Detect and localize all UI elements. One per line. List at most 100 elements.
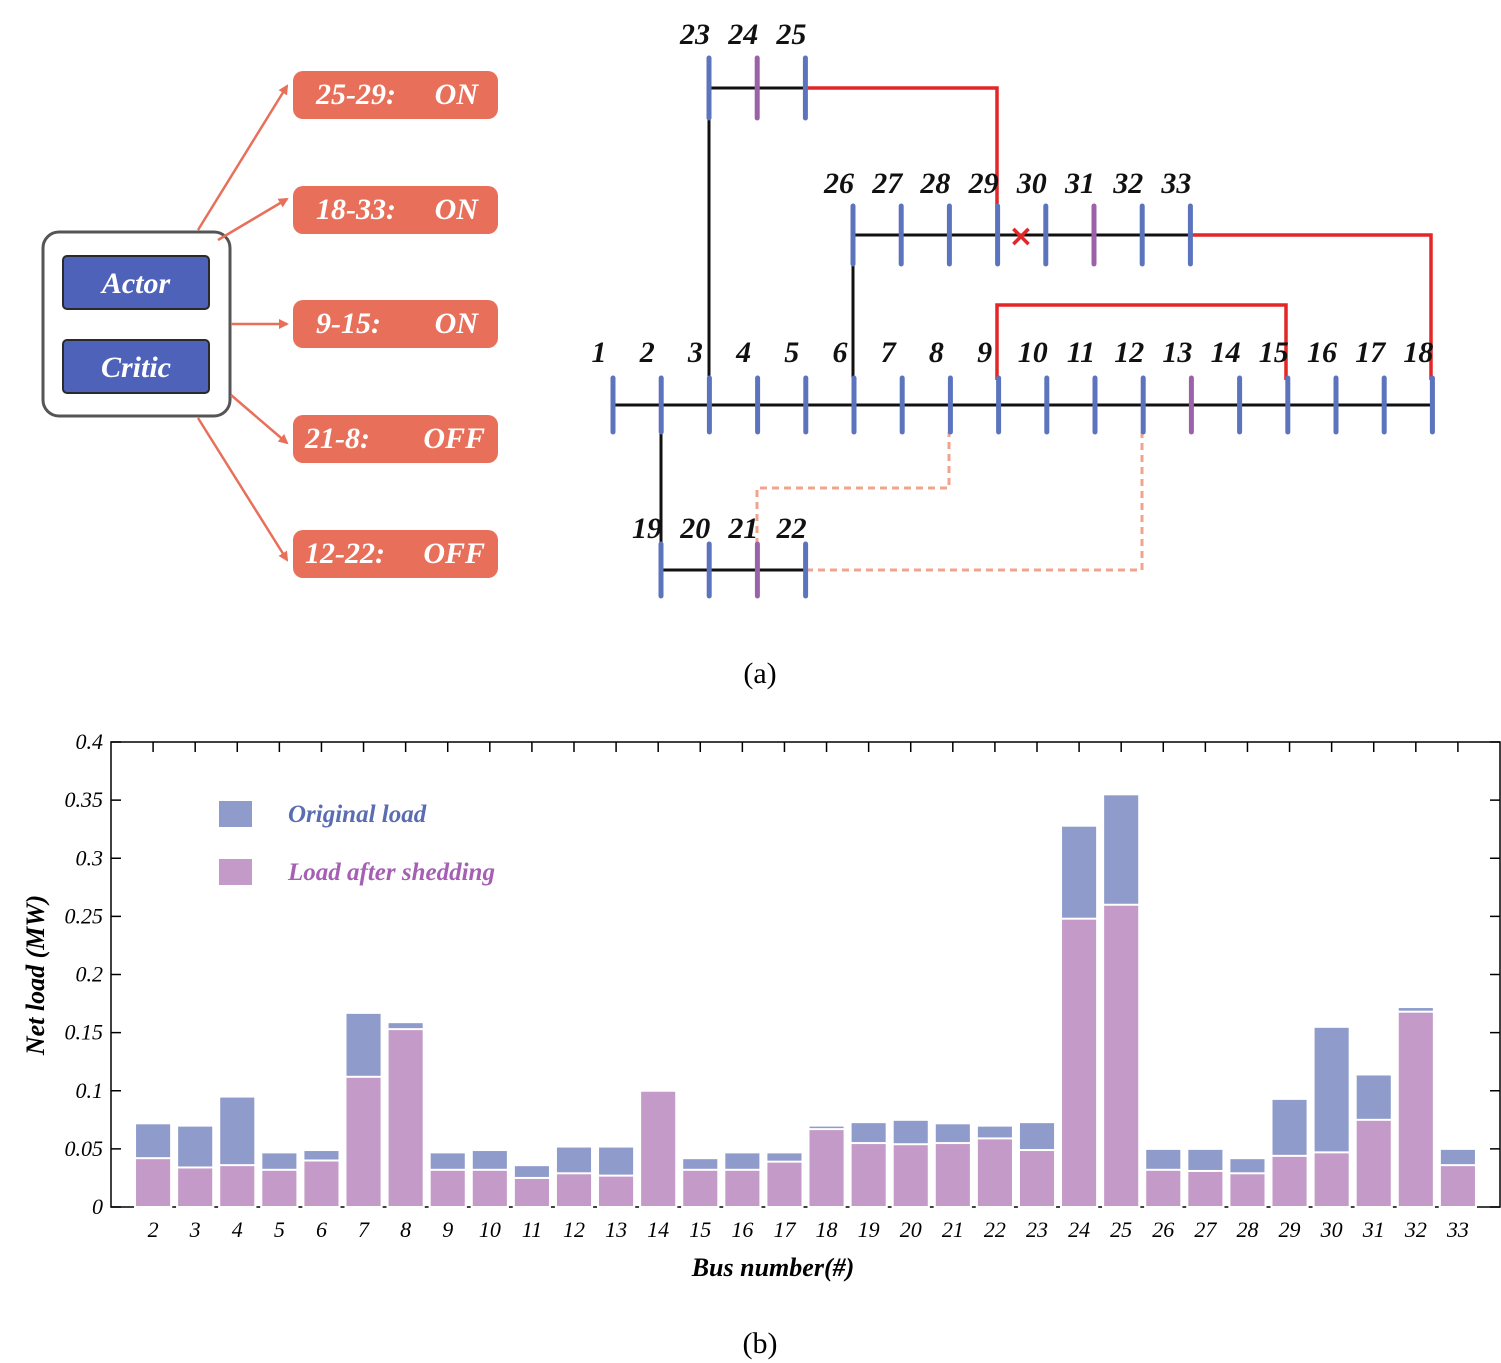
action-item[interactable]: 9-15: ON <box>293 300 498 348</box>
action-item[interactable]: 18-33: ON <box>293 186 498 234</box>
action-state: ON <box>435 78 480 111</box>
x-tick-label: 16 <box>731 1217 753 1242</box>
bus-label: 10 <box>1018 336 1048 369</box>
bar-load-after-shedding <box>849 1142 888 1208</box>
y-tick-label: 0.35 <box>65 787 104 812</box>
legend-label-shed: Load after shedding <box>287 859 495 886</box>
bus-label: 20 <box>679 512 710 545</box>
bus-label: 17 <box>1355 336 1386 369</box>
x-tick-label: 31 <box>1362 1217 1385 1242</box>
x-tick-label: 15 <box>689 1217 711 1242</box>
bus-label: 5 <box>784 336 799 369</box>
actor-label: Actor <box>100 267 171 300</box>
bus-label: 29 <box>968 167 999 200</box>
tie-21-8 <box>755 432 951 545</box>
bar-load-after-shedding <box>134 1157 173 1209</box>
bar-load-after-shedding <box>554 1172 594 1208</box>
panel-b-caption: (b) <box>743 1327 778 1360</box>
bar-load-after-shedding <box>597 1174 636 1209</box>
x-tick-label: 21 <box>942 1217 964 1242</box>
bar-load-after-shedding <box>807 1128 846 1209</box>
bus-label: 3 <box>687 336 703 369</box>
y-tick-label: 0.2 <box>76 962 104 987</box>
x-tick-label: 26 <box>1152 1217 1174 1242</box>
bus-label: 16 <box>1307 336 1337 369</box>
bar-load-after-shedding <box>512 1176 551 1208</box>
bar-load-after-shedding <box>1312 1151 1351 1209</box>
bus-label: 19 <box>632 512 662 545</box>
chart-legend: Original load Load after shedding <box>219 801 495 886</box>
x-tick-label: 29 <box>1279 1217 1301 1242</box>
action-state: ON <box>435 307 480 340</box>
x-tick-label: 17 <box>773 1217 796 1242</box>
legend-label-original: Original load <box>288 801 427 828</box>
legend-swatch-shed <box>219 859 252 885</box>
y-tick-label: 0 <box>92 1194 103 1219</box>
bus-label: 2 <box>639 336 655 369</box>
action-item[interactable]: 21-8: OFF <box>293 415 498 463</box>
tie-12-22 <box>806 432 1144 572</box>
bus-label: 24 <box>727 18 758 51</box>
y-axis-label: Net load (MW) <box>21 895 50 1056</box>
critic-button[interactable]: Critic <box>62 339 210 394</box>
x-tick-label: 9 <box>442 1217 453 1242</box>
x-tick-label: 19 <box>858 1217 880 1242</box>
x-tick-label: 27 <box>1194 1217 1217 1242</box>
action-item[interactable]: 12-22: OFF <box>293 530 498 578</box>
bar-load-after-shedding <box>975 1137 1014 1208</box>
actor-button[interactable]: Actor <box>62 255 210 310</box>
bus-label: 31 <box>1064 167 1095 200</box>
y-tick-label: 0.3 <box>76 845 104 870</box>
y-tick-label: 0.4 <box>76 729 104 754</box>
critic-label: Critic <box>101 351 171 384</box>
x-tick-label: 2 <box>148 1217 159 1242</box>
tie-18-33 <box>1189 233 1433 380</box>
bar-load-after-shedding <box>1228 1172 1267 1208</box>
action-pair: 12-22: <box>305 537 385 570</box>
bus-label: 22 <box>776 512 807 545</box>
action-item[interactable]: 25-29: ON <box>293 71 498 119</box>
bar-load-after-shedding <box>470 1168 509 1209</box>
bar-load-after-shedding <box>1060 917 1099 1208</box>
action-arrows <box>196 84 289 562</box>
x-tick-label: 8 <box>400 1217 411 1242</box>
action-pair: 9-15: <box>316 307 381 340</box>
legend-swatch-original <box>219 801 252 827</box>
bar-load-after-shedding <box>1102 903 1141 1208</box>
bus-label: 8 <box>929 336 944 369</box>
arrow-to-action-2 <box>217 197 289 242</box>
y-tick-label: 0.1 <box>76 1078 104 1103</box>
x-tick-label: 30 <box>1320 1217 1343 1242</box>
bar-load-after-shedding <box>639 1089 678 1208</box>
arrow-to-action-4 <box>230 394 289 445</box>
arrow-to-action-1 <box>196 84 289 231</box>
bar-load-after-shedding <box>1396 1010 1435 1209</box>
x-tick-label: 7 <box>358 1217 370 1242</box>
bus-label: 1 <box>592 336 607 369</box>
x-tick-label: 28 <box>1236 1217 1258 1242</box>
x-tick-label: 22 <box>984 1217 1006 1242</box>
bus-label: 4 <box>735 336 751 369</box>
x-tick-label: 3 <box>189 1217 201 1242</box>
action-list: 25-29: ON 18-33: ON 9-15: ON 21-8: OFF 1… <box>293 71 498 578</box>
y-tick-label: 0.15 <box>65 1020 104 1045</box>
x-tick-label: 4 <box>232 1217 243 1242</box>
bus-label: 12 <box>1114 336 1144 369</box>
x-tick-label: 33 <box>1446 1217 1469 1242</box>
bar-load-after-shedding <box>1354 1118 1393 1208</box>
action-state: OFF <box>423 537 485 570</box>
bus-label: 26 <box>823 167 854 200</box>
bar-load-after-shedding <box>1438 1164 1477 1209</box>
x-tick-label: 10 <box>479 1217 501 1242</box>
x-tick-label: 24 <box>1068 1217 1090 1242</box>
x-tick-label: 23 <box>1026 1217 1048 1242</box>
bus-label: 15 <box>1259 336 1289 369</box>
bar-load-after-shedding <box>218 1164 257 1209</box>
bus-label: 28 <box>919 167 950 200</box>
bar-load-after-shedding <box>1270 1154 1309 1208</box>
y-tick-label: 0.25 <box>65 903 104 928</box>
arrow-to-action-5 <box>196 417 289 562</box>
tie-9-15 <box>995 303 1288 380</box>
